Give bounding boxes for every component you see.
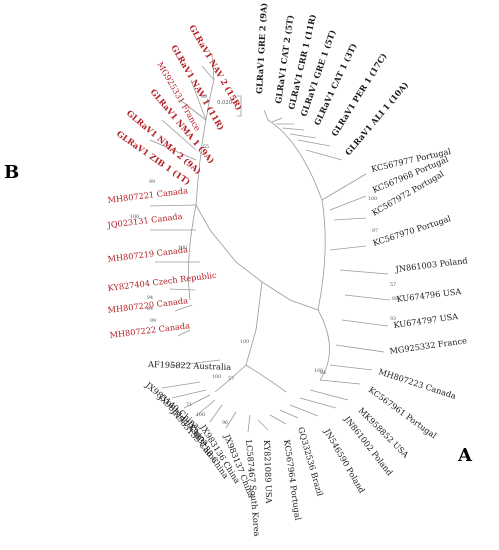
branch-tip: [341, 319, 389, 327]
bootstrap-value: 89: [392, 296, 398, 302]
branch-tip: [263, 109, 269, 121]
branch-tip: [247, 414, 251, 433]
branch-tip: [289, 133, 317, 139]
branch-tip: [344, 294, 391, 301]
branch-tip: [319, 379, 361, 385]
branch-backbone-china: [245, 281, 263, 366]
branch-tip: [174, 304, 193, 312]
leaf-label: GLRaV1 GRE 2 (9A): [254, 2, 269, 94]
leaf-label: JN861003 Poland: [394, 255, 468, 274]
bootstrap-value: 96: [222, 420, 228, 426]
panel-letter-a: A: [457, 445, 473, 466]
bootstrap-value: 55: [203, 144, 209, 150]
branch-arc: [267, 119, 323, 201]
leaf-label-red: JQ023131 Canada: [106, 211, 183, 230]
leaf-label: KC567964 Portugal: [282, 439, 303, 521]
bootstrap-value: 100: [130, 214, 139, 220]
branch-tip: [281, 127, 305, 131]
tree-branches: [149, 53, 391, 433]
bootstrap-value: 57: [390, 282, 396, 288]
branch-arc: [188, 204, 197, 301]
branch-tip: [190, 79, 207, 121]
leaf-label-red: KY827404 Czech Republic: [107, 270, 217, 293]
branch-tip: [329, 245, 367, 251]
leaf-label: KY821089 USA: [262, 440, 274, 504]
bootstrap-value: 100: [314, 368, 323, 374]
branch-tip: [179, 99, 207, 121]
branch-tip: [329, 195, 367, 211]
branch-tip: [257, 419, 269, 431]
bootstrap-value: 99: [150, 318, 156, 324]
branch-arc: [195, 119, 207, 206]
branch-tip: [169, 288, 196, 291]
branch-tip: [183, 394, 211, 409]
branch-arc: [205, 79, 215, 121]
branch-tip: [339, 269, 389, 275]
scale-bar-line: [237, 95, 242, 117]
branch-tip: [333, 217, 367, 221]
bootstrap-value: 100: [240, 339, 249, 345]
branch-tip: [177, 329, 191, 337]
leaf-label: MG925332 France: [389, 335, 468, 356]
bootstrap-value: 100: [196, 412, 205, 418]
branch-tip: [299, 397, 337, 409]
leaf-label-red: MH807221 Canada: [107, 185, 189, 205]
branch-tip: [279, 409, 299, 419]
bootstrap-value: 84: [320, 370, 326, 376]
branch-tip: [305, 149, 343, 161]
branch-tip: [209, 404, 223, 423]
bootstrap-value: 99: [201, 94, 207, 100]
branch-tip: [169, 359, 221, 367]
bootstrap-value: 71: [186, 402, 192, 408]
branch-tip: [225, 411, 237, 429]
bootstrap-value: 100: [368, 196, 377, 202]
bootstrap-value: 100: [178, 245, 187, 251]
leaf-label: KC567970 Portugal: [372, 213, 453, 248]
branch-tip: [329, 364, 373, 371]
branch-arc: [317, 309, 330, 381]
bootstrap-value: 97: [372, 228, 378, 234]
leaf-label: JX983140 China: [143, 379, 202, 431]
branch-arc: [245, 364, 287, 393]
branch-tip: [309, 389, 349, 401]
bootstrap-value: 99: [149, 179, 155, 185]
branch-tip: [335, 344, 385, 353]
branch-tip: [195, 399, 216, 417]
branch-tip: [161, 381, 201, 389]
leaf-label-red: MH807219 Canada: [107, 244, 189, 264]
scale-bar: 0.020: [217, 95, 242, 117]
branch-tip: [269, 414, 287, 425]
branch-tip: [297, 139, 331, 147]
leaf-label: GQ332536 Brazil: [296, 426, 325, 498]
branch-arc: [317, 199, 326, 311]
branch-tip: [211, 53, 215, 81]
branch-tip: [321, 173, 367, 201]
branch-tip: [171, 389, 207, 399]
leaf-label-red: GLRaV1 NAV 2 (15R): [187, 23, 244, 112]
leaf-label: KU674797 USA: [393, 311, 459, 330]
bootstrap-value: 57: [228, 376, 234, 382]
bootstrap-value: 93: [390, 316, 396, 322]
branch-tip: [289, 404, 319, 417]
panel-letter-b: B: [4, 162, 19, 183]
branch-tip: [149, 204, 197, 207]
leaf-label: GLRaV1 ALI 1 (10A): [343, 80, 410, 158]
branch-backbone-a: [261, 281, 319, 311]
bootstrap-value: 84: [147, 306, 153, 312]
branch-tip: [149, 139, 197, 161]
branch-arc: [214, 364, 247, 393]
leaf-label: AF195822 Australia: [147, 359, 231, 372]
branch-tip: [271, 117, 283, 123]
branch-tip: [161, 119, 197, 151]
bootstrap-value: 94: [147, 295, 153, 301]
bootstrap-value: 100: [212, 374, 221, 380]
leaf-labels: GLRaV1 NAV 2 (15R)GLRaV1 NAV 1 (11R)MG92…: [106, 2, 468, 537]
leaf-label: KU674796 USA: [396, 286, 462, 304]
branch-backbone-b: [195, 204, 263, 283]
branch-tip: [201, 65, 215, 81]
scale-bar-label: 0.020: [217, 100, 232, 106]
